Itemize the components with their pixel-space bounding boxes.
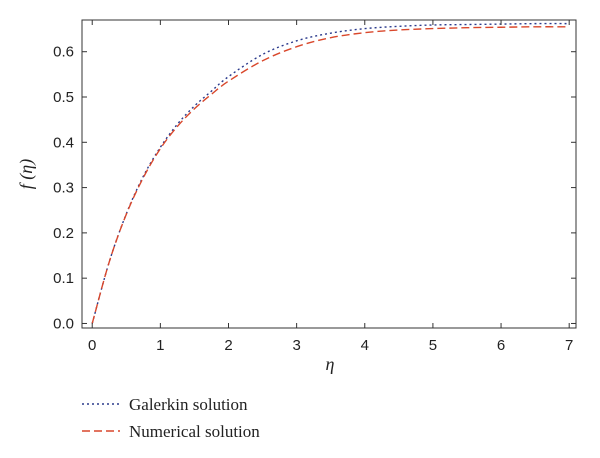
series-lines bbox=[91, 22, 570, 324]
y-tick-label: 0.3 bbox=[53, 180, 74, 197]
x-tick-label: 2 bbox=[224, 337, 232, 354]
legend-entry-label: Numerical solution bbox=[129, 422, 260, 441]
series-line-numerical bbox=[91, 26, 570, 324]
y-tick-label: 0.1 bbox=[53, 270, 74, 287]
y-tick-label: 0.0 bbox=[53, 315, 74, 332]
y-axis-ticks: 0.0 0.1 0.2 0.3 0.4 0.5 0.6 bbox=[53, 44, 576, 332]
legend: Galerkin solution Numerical solution bbox=[82, 395, 260, 441]
y-tick-label: 0.2 bbox=[53, 225, 74, 242]
y-tick-label: 0.4 bbox=[53, 134, 74, 151]
y-tick-label: 0.6 bbox=[53, 44, 74, 61]
x-tick-label: 6 bbox=[497, 337, 505, 354]
x-tick-label: 7 bbox=[565, 337, 573, 354]
plot-frame bbox=[81, 19, 577, 329]
y-axis-label: f (η) bbox=[16, 159, 37, 189]
x-axis-ticks: 0 1 2 3 4 5 6 7 bbox=[88, 20, 573, 354]
legend-entry-label: Galerkin solution bbox=[129, 395, 248, 414]
y-tick-label: 0.5 bbox=[53, 89, 74, 106]
x-axis-label: η bbox=[326, 354, 335, 374]
x-tick-label: 1 bbox=[156, 337, 164, 354]
x-tick-label: 4 bbox=[361, 337, 369, 354]
x-tick-label: 3 bbox=[292, 337, 300, 354]
x-tick-label: 5 bbox=[429, 337, 437, 354]
x-tick-label: 0 bbox=[88, 337, 96, 354]
